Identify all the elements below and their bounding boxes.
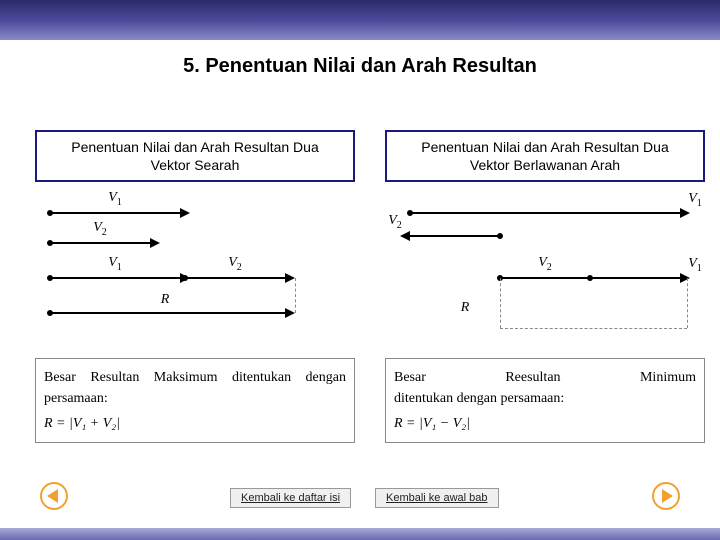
- arrowhead: [180, 208, 190, 218]
- vector-line: [50, 312, 285, 314]
- vec-label-r: R: [161, 292, 170, 308]
- vec-label-v2: V2: [93, 221, 107, 239]
- left-formula-text: Besar Resultan Maksimum ditentukan denga…: [44, 367, 346, 409]
- left-formula: R = |V₁ + V₂|: [44, 413, 346, 434]
- vector-line: [50, 242, 150, 244]
- vector-line: [590, 277, 680, 279]
- right-formula-text-l2: ditentukan dengan persamaan:: [394, 388, 696, 409]
- vector-line: [500, 277, 590, 279]
- left-formula-box: Besar Resultan Maksimum ditentukan denga…: [35, 358, 355, 443]
- link-awal-bab[interactable]: Kembali ke awal bab: [375, 488, 499, 508]
- vector-line: [410, 235, 500, 237]
- right-diagram: V1 V2 V2 V1 R: [385, 198, 705, 348]
- left-subheading: Penentuan Nilai dan Arah Resultan Dua Ve…: [35, 130, 355, 182]
- vec-label-r: R: [461, 300, 470, 316]
- bottom-band: [0, 528, 720, 540]
- back-button[interactable]: [40, 482, 68, 510]
- left-column: Penentuan Nilai dan Arah Resultan Dua Ve…: [35, 130, 355, 443]
- left-diagram: V1 V2 V1 V2 R: [35, 198, 355, 348]
- arrowhead: [680, 208, 690, 218]
- page-title: 5. Penentuan Nilai dan Arah Resultan: [0, 55, 720, 78]
- vector-line: [185, 277, 285, 279]
- dashline: [295, 278, 296, 313]
- vec-label-v2b: V2: [228, 256, 242, 274]
- arrow-left-icon: [40, 482, 68, 510]
- vector-line: [50, 277, 180, 279]
- vector-line: [410, 212, 680, 214]
- right-sub-l1: Penentuan Nilai dan Arah Resultan Dua: [391, 138, 699, 156]
- dot: [497, 233, 503, 239]
- link-daftar-isi[interactable]: Kembali ke daftar isi: [230, 488, 351, 508]
- left-sub-l1: Penentuan Nilai dan Arah Resultan Dua: [41, 138, 349, 156]
- vec-label-v1b: V1: [688, 257, 702, 275]
- vec-label-v2: V2: [388, 214, 402, 232]
- arrowhead: [150, 238, 160, 248]
- right-column: Penentuan Nilai dan Arah Resultan Dua Ve…: [385, 130, 705, 443]
- arrowhead: [285, 308, 295, 318]
- vec-label-v2b: V2: [538, 256, 552, 274]
- left-sub-l2: Vektor Searah: [41, 156, 349, 174]
- arrowhead: [285, 273, 295, 283]
- right-sub-l2: Vektor Berlawanan Arah: [391, 156, 699, 174]
- nav-area: Kembali ke daftar isi Kembali ke awal ba…: [0, 480, 720, 510]
- arrow-right-icon: [652, 482, 680, 510]
- forward-button[interactable]: [652, 482, 680, 510]
- vec-label-v1b: V1: [108, 256, 122, 274]
- vec-label-v1: V1: [688, 192, 702, 210]
- right-subheading: Penentuan Nilai dan Arah Resultan Dua Ve…: [385, 130, 705, 182]
- right-formula-box: Besar Reesultan Minimum ditentukan denga…: [385, 358, 705, 443]
- vec-label-v1: V1: [108, 191, 122, 209]
- dashline: [500, 278, 501, 328]
- dashline: [687, 278, 688, 328]
- vector-line: [50, 212, 180, 214]
- arrowhead: [400, 231, 410, 241]
- top-band: [0, 0, 720, 40]
- right-formula: R = |V₁ − V₂|: [394, 413, 696, 434]
- dashline-h: [500, 328, 687, 329]
- right-formula-text-l1: Besar Reesultan Minimum: [394, 367, 696, 388]
- arrowhead: [680, 273, 690, 283]
